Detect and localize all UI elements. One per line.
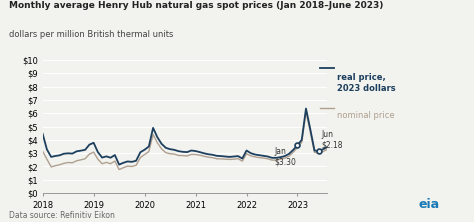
Text: Monthly average Henry Hub natural gas spot prices (Jan 2018–June 2023): Monthly average Henry Hub natural gas sp… bbox=[9, 1, 384, 10]
Text: real price,
2023 dollars: real price, 2023 dollars bbox=[337, 73, 395, 93]
Text: dollars per million British thermal units: dollars per million British thermal unit… bbox=[9, 30, 174, 39]
Text: Jun
$2.18: Jun $2.18 bbox=[321, 131, 343, 150]
Text: Jan
$3.30: Jan $3.30 bbox=[274, 147, 296, 166]
Text: nominal price: nominal price bbox=[337, 111, 394, 120]
Text: Data source: Refinitiv Eikon: Data source: Refinitiv Eikon bbox=[9, 211, 115, 220]
Text: eia: eia bbox=[419, 198, 439, 211]
